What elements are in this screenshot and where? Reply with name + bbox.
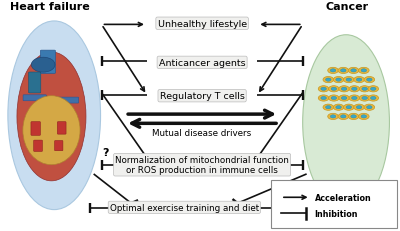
Circle shape [361,115,366,119]
FancyBboxPatch shape [57,122,66,134]
Circle shape [354,105,364,111]
Circle shape [352,88,357,91]
Text: Optimal exercise training and diet: Optimal exercise training and diet [110,203,259,212]
Circle shape [318,86,329,92]
Circle shape [341,97,347,100]
Circle shape [321,88,326,91]
Circle shape [338,114,349,120]
Circle shape [336,106,341,109]
Circle shape [362,97,367,100]
Circle shape [366,106,372,109]
Circle shape [336,79,341,82]
Circle shape [351,115,356,119]
Circle shape [344,77,354,83]
Circle shape [352,97,357,100]
Circle shape [346,106,352,109]
Circle shape [351,70,356,73]
Circle shape [370,97,376,100]
Circle shape [328,68,338,74]
Circle shape [339,86,350,92]
Circle shape [339,95,350,102]
FancyBboxPatch shape [55,141,63,151]
Text: Heart failure: Heart failure [10,2,90,12]
FancyBboxPatch shape [40,51,56,74]
FancyBboxPatch shape [271,180,397,228]
Text: Inhibition: Inhibition [314,209,358,218]
Text: Mutual disease drivers: Mutual disease drivers [152,128,252,137]
Circle shape [358,68,369,74]
Circle shape [326,106,331,109]
Circle shape [359,86,370,92]
Circle shape [366,79,372,82]
Circle shape [364,105,375,111]
Text: ?: ? [102,147,109,157]
Circle shape [331,88,336,91]
Circle shape [333,77,344,83]
Circle shape [344,105,354,111]
Ellipse shape [23,96,80,165]
Circle shape [356,106,362,109]
Circle shape [323,77,334,83]
Circle shape [354,77,364,83]
Circle shape [333,105,344,111]
Circle shape [331,97,336,100]
Text: Normalization of mitochondrial function
or ROS production in immune cells: Normalization of mitochondrial function … [115,155,289,175]
Text: Unhealthy lifestyle: Unhealthy lifestyle [158,20,247,29]
Circle shape [349,95,360,102]
Circle shape [348,114,359,120]
Text: Acceleration: Acceleration [314,193,371,202]
Circle shape [323,105,334,111]
Circle shape [364,77,375,83]
Circle shape [328,86,339,92]
Text: Cancer: Cancer [326,2,369,12]
Circle shape [368,86,379,92]
Circle shape [359,95,370,102]
Circle shape [330,70,336,73]
Circle shape [368,95,379,102]
Circle shape [356,79,362,82]
Ellipse shape [17,53,86,181]
Circle shape [340,115,346,119]
Circle shape [326,79,331,82]
Circle shape [361,70,366,73]
Ellipse shape [303,36,390,210]
Circle shape [370,88,376,91]
Circle shape [341,88,347,91]
Circle shape [318,95,329,102]
Text: Anticancer agents: Anticancer agents [159,59,246,67]
Ellipse shape [31,58,55,73]
Circle shape [358,114,369,120]
FancyBboxPatch shape [28,73,41,94]
Circle shape [338,68,349,74]
Circle shape [321,97,326,100]
FancyBboxPatch shape [23,95,46,101]
Circle shape [346,79,352,82]
FancyBboxPatch shape [31,122,40,136]
Circle shape [348,68,359,74]
FancyBboxPatch shape [56,98,79,104]
Text: Regulatory T cells: Regulatory T cells [160,92,244,101]
Circle shape [362,88,367,91]
FancyBboxPatch shape [34,140,42,152]
Circle shape [349,86,360,92]
Ellipse shape [8,22,100,210]
Circle shape [328,114,338,120]
Circle shape [340,70,346,73]
Circle shape [330,115,336,119]
Circle shape [328,95,339,102]
